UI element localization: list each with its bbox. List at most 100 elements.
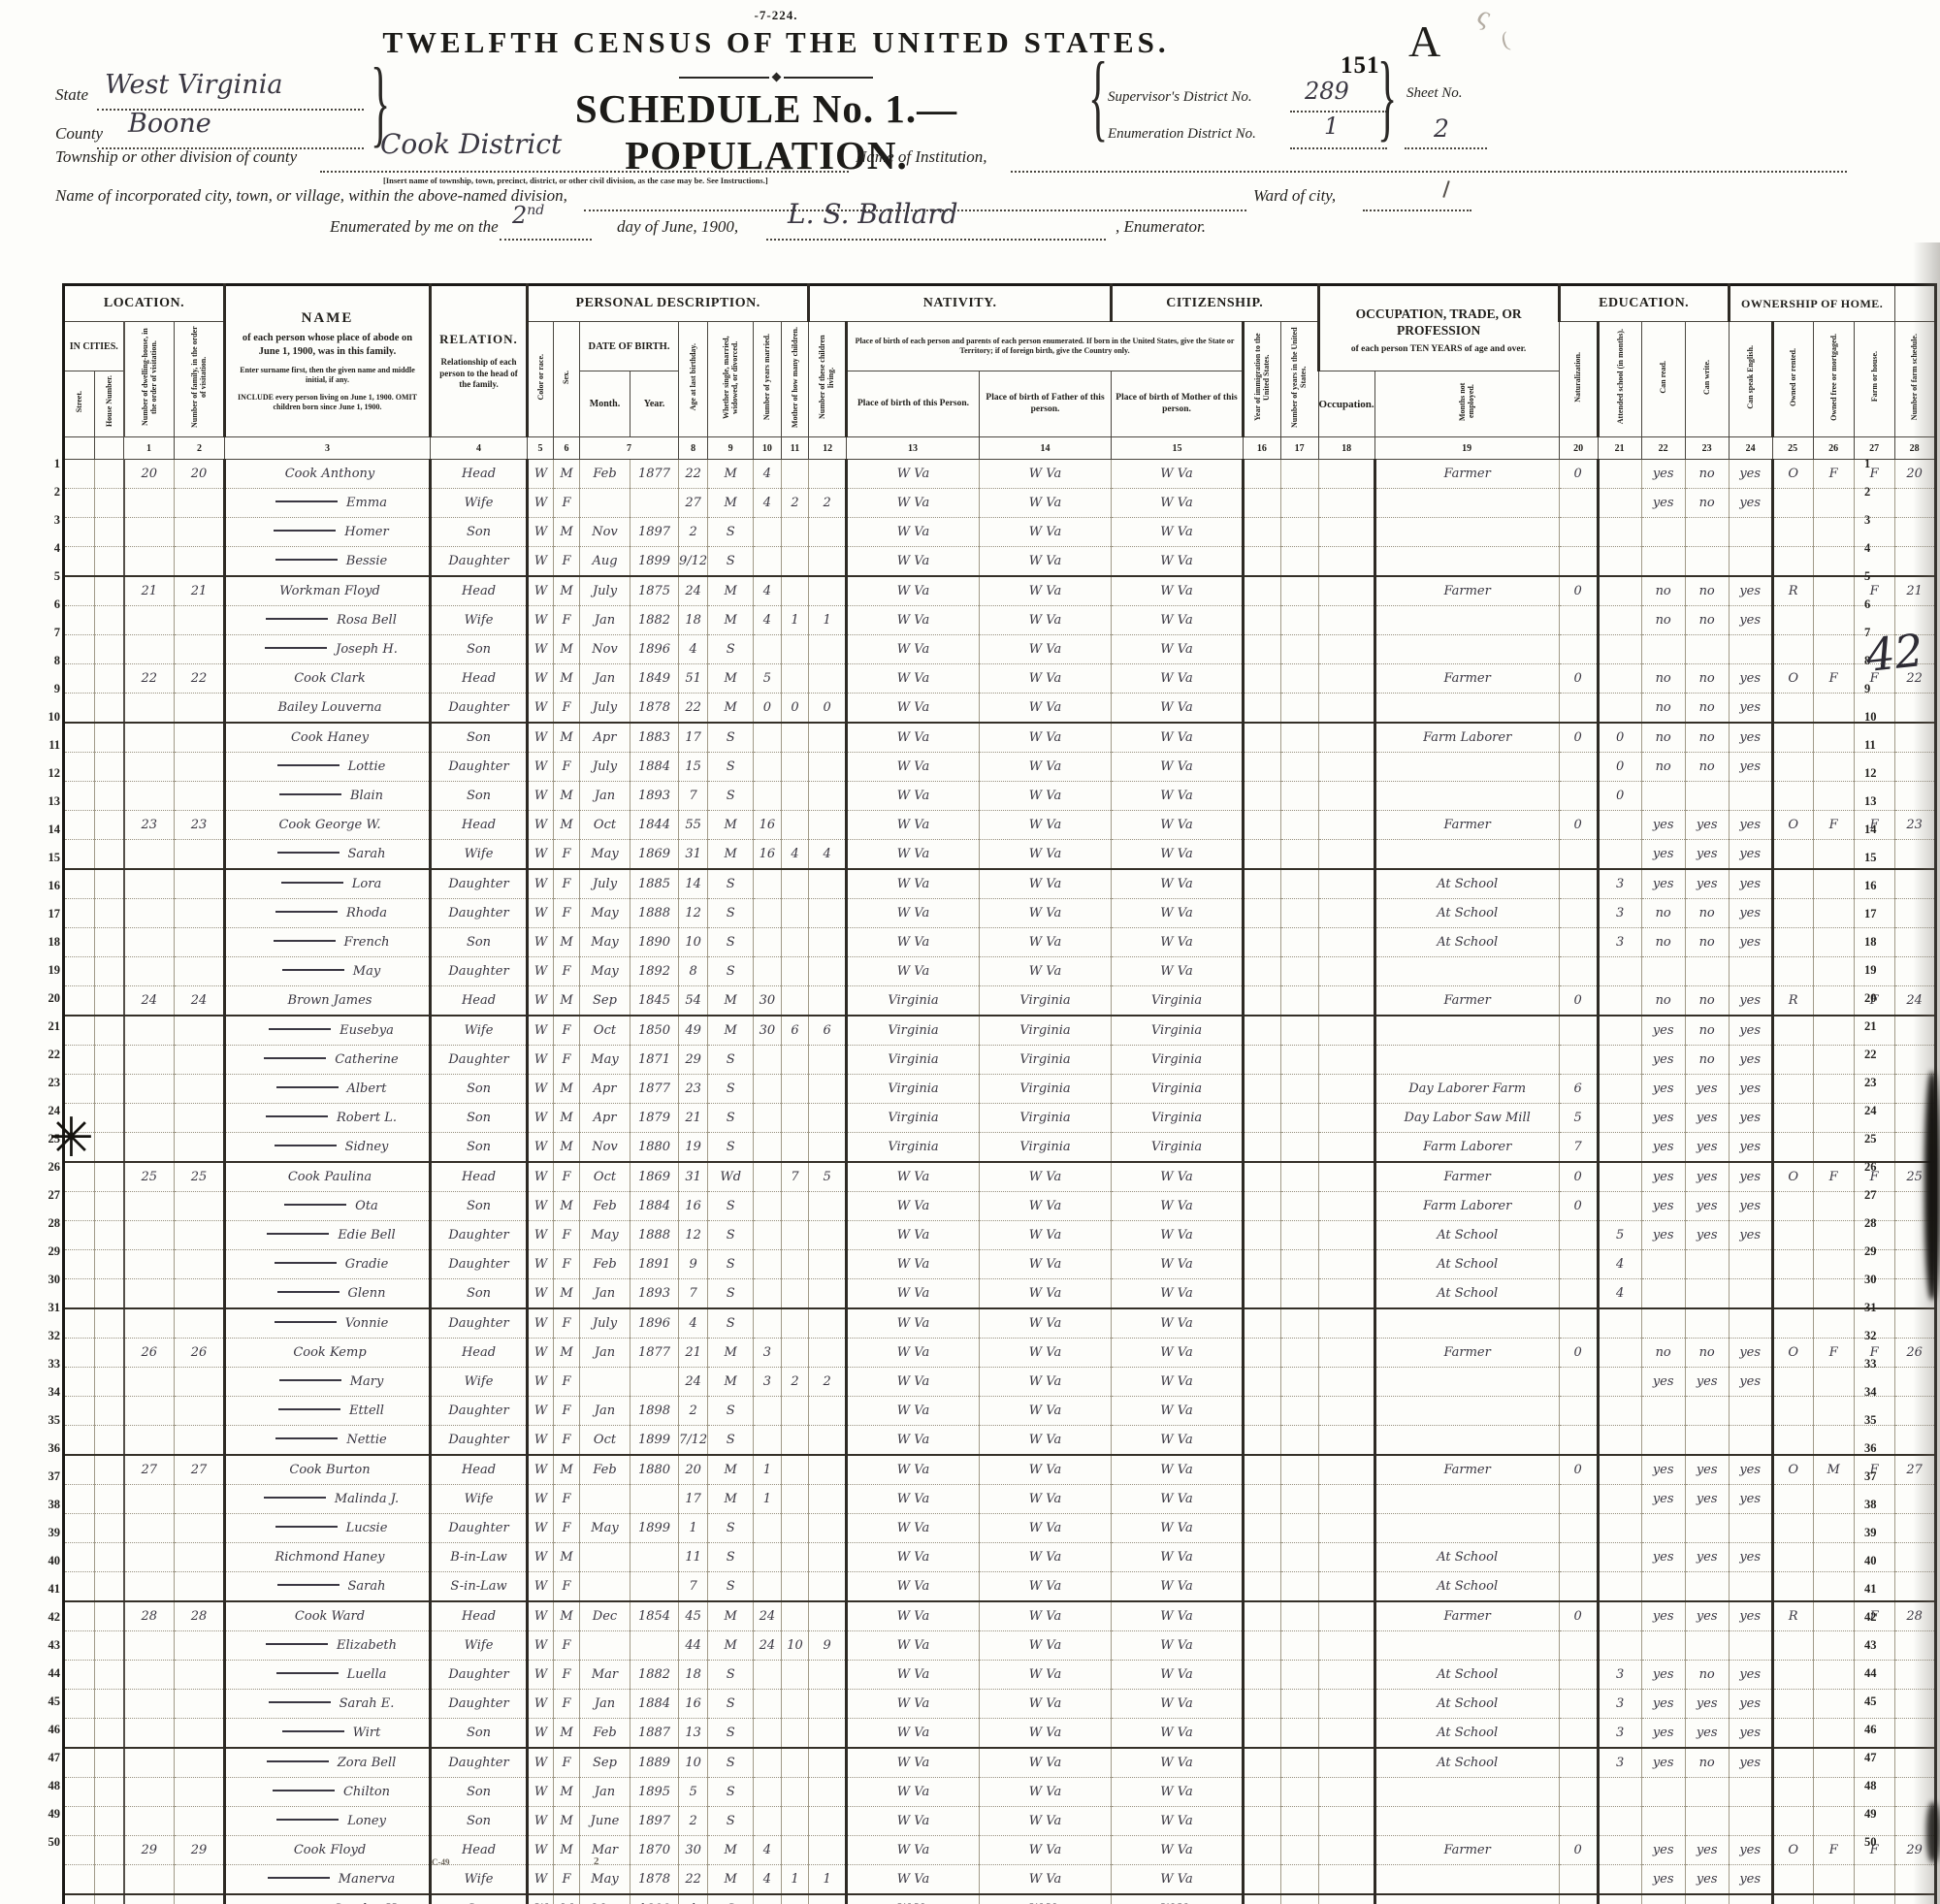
cell-wr: no bbox=[1684, 723, 1730, 753]
cell-mar: S bbox=[707, 1748, 755, 1778]
line-number: 8 bbox=[53, 654, 60, 667]
cell-mc bbox=[780, 956, 810, 986]
cell-name: Joseph H. bbox=[223, 634, 431, 664]
col-color: Color or race. bbox=[526, 321, 554, 437]
cell-fno bbox=[1893, 693, 1936, 724]
cell-name: Emma bbox=[223, 488, 431, 518]
cell-name: Sarah bbox=[223, 1571, 431, 1602]
person-name: Glenn bbox=[347, 1286, 386, 1301]
cell-rel: Daughter bbox=[429, 1425, 528, 1456]
cell-pbm: W Va bbox=[1111, 956, 1245, 986]
ditto-dash bbox=[278, 1378, 341, 1381]
cell-pb: W Va bbox=[845, 869, 981, 899]
cell-pbf: Virginia bbox=[979, 1016, 1113, 1046]
cell-mu bbox=[1558, 1513, 1599, 1543]
cell-mar: Wd bbox=[707, 1162, 755, 1192]
cell-mo: Jan bbox=[579, 1278, 630, 1309]
ditto-dash bbox=[265, 646, 328, 649]
line-number: 27 bbox=[1864, 1188, 1877, 1202]
cell-ym: 5 bbox=[753, 663, 782, 694]
cell-name: Rosa Bell bbox=[223, 605, 431, 635]
cell-pbm: W Va bbox=[1111, 546, 1245, 577]
cell-imm bbox=[1242, 1132, 1281, 1163]
cell-house bbox=[94, 517, 124, 547]
cell-pb: W Va bbox=[845, 1748, 981, 1778]
cell-dw bbox=[122, 869, 175, 899]
cell-imm bbox=[1242, 1777, 1281, 1807]
form-number: -7-224. bbox=[754, 8, 798, 22]
cell-mo: July bbox=[579, 752, 630, 782]
cell-imm bbox=[1242, 1191, 1281, 1221]
line-number: 27 bbox=[48, 1188, 61, 1202]
cell-nat bbox=[1317, 1864, 1375, 1895]
cell-house bbox=[94, 605, 124, 635]
cell-sch bbox=[1596, 1835, 1642, 1865]
line-number: 25 bbox=[1864, 1132, 1877, 1146]
cell-sch: 3 bbox=[1596, 927, 1642, 957]
table-row: Ota Son W M Feb 1884 16 S W Va W Va W Va Farm Labor… bbox=[63, 1191, 1936, 1221]
cell-house bbox=[94, 1016, 124, 1046]
cell-mar: M bbox=[707, 488, 755, 518]
cell-own: O bbox=[1770, 1162, 1814, 1192]
cell-imm bbox=[1242, 1308, 1281, 1339]
cell-fh: F bbox=[1853, 1835, 1895, 1865]
cell-fno bbox=[1893, 1777, 1936, 1807]
line-number: 34 bbox=[48, 1385, 61, 1399]
cell-imm bbox=[1242, 1660, 1281, 1690]
cell-mar: S bbox=[707, 1718, 755, 1749]
cell-mar: S bbox=[707, 1103, 755, 1133]
cell-s: F bbox=[553, 1630, 580, 1661]
cell-fh bbox=[1853, 1278, 1895, 1309]
cell-mc bbox=[780, 1894, 810, 1904]
cell-rel: Daughter bbox=[429, 1220, 528, 1250]
cell-s: M bbox=[553, 927, 580, 957]
cell-c: W bbox=[526, 1132, 554, 1163]
cell-rd: yes bbox=[1640, 1045, 1686, 1075]
col-house-number: House Number. bbox=[94, 371, 124, 437]
cell-mf bbox=[1812, 1864, 1855, 1895]
cell-dw bbox=[122, 1132, 175, 1163]
cell-mar: S bbox=[707, 1660, 755, 1690]
column-number: 23 bbox=[1684, 436, 1730, 460]
cell-pbf: W Va bbox=[979, 517, 1113, 547]
cell-name: Cook George W. bbox=[223, 810, 431, 840]
cell-mc bbox=[780, 752, 810, 782]
cell-pbf: W Va bbox=[979, 898, 1113, 928]
cell-name: Manerva bbox=[223, 1864, 431, 1895]
township-note: [Insert name of township, town, precinct… bbox=[383, 176, 768, 185]
table-row: Nettie Daughter W F Oct 1899 7/12 S W Va W Va W Va bbox=[63, 1425, 1936, 1456]
cell-cl bbox=[808, 1542, 848, 1572]
cell-fam bbox=[174, 1191, 225, 1221]
cell-pbf: W Va bbox=[979, 1484, 1113, 1514]
cell-nat bbox=[1317, 1718, 1375, 1749]
cell-nat bbox=[1317, 1103, 1375, 1133]
cell-yr: 1883 bbox=[630, 723, 679, 753]
cell-ym bbox=[753, 1894, 782, 1904]
col-family-number: Number of family, in the order of visita… bbox=[174, 321, 225, 437]
nativity-note: Place of birth of each person and parent… bbox=[845, 321, 1245, 371]
cell-c: W bbox=[526, 1806, 554, 1836]
cell-fh bbox=[1853, 517, 1895, 547]
cell-fam bbox=[174, 1425, 225, 1456]
cell-mu bbox=[1558, 1748, 1599, 1778]
cell-pbm: W Va bbox=[1111, 576, 1245, 606]
cell-street bbox=[63, 1748, 95, 1778]
cell-pbm: W Va bbox=[1111, 517, 1245, 547]
cell-mc bbox=[780, 663, 810, 694]
cell-fh bbox=[1853, 1249, 1895, 1279]
line-number: 45 bbox=[1864, 1694, 1877, 1708]
cell-fam: 20 bbox=[174, 459, 225, 489]
ditto-dash bbox=[275, 500, 339, 502]
cell-cl bbox=[808, 1278, 848, 1309]
line-number: 6 bbox=[53, 597, 60, 611]
cell-street bbox=[63, 1455, 95, 1485]
cell-mf bbox=[1812, 839, 1855, 870]
cell-imm bbox=[1242, 1103, 1281, 1133]
cell-yus bbox=[1279, 781, 1319, 811]
cell-wr bbox=[1684, 517, 1730, 547]
table-row: Luella Daughter W F Mar 1882 18 S W Va W Va W Va At… bbox=[63, 1660, 1936, 1690]
cell-dw bbox=[122, 752, 175, 782]
cell-own: R bbox=[1770, 576, 1814, 606]
cell-imm bbox=[1242, 1367, 1281, 1397]
cell-house bbox=[94, 1718, 124, 1749]
